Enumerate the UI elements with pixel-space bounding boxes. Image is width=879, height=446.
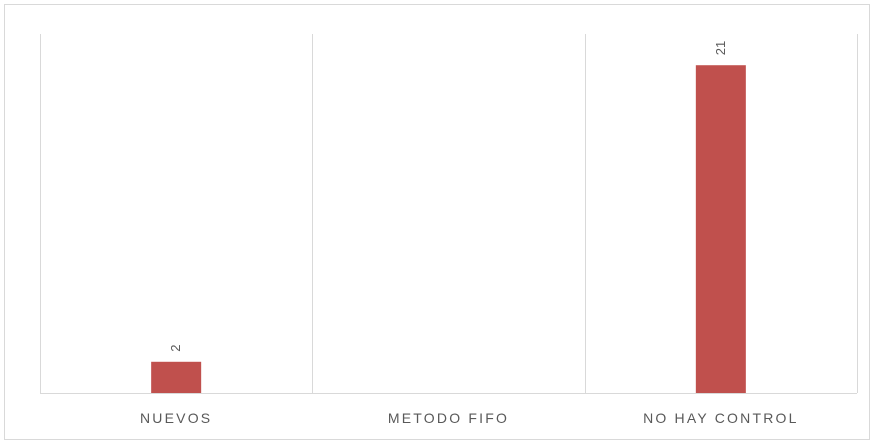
data-label: 2 bbox=[168, 345, 183, 352]
grid-lines bbox=[40, 34, 858, 393]
data-labels: 2 21 bbox=[168, 41, 728, 352]
bars bbox=[151, 65, 746, 393]
data-label: 21 bbox=[713, 41, 728, 55]
x-tick-label: NO HAY CONTROL bbox=[643, 410, 799, 426]
bar-no-hay-control bbox=[695, 65, 746, 393]
bar-nuevos bbox=[151, 361, 202, 393]
x-axis: NUEVOS METODO FIFO NO HAY CONTROL bbox=[40, 393, 857, 426]
x-tick-label: METODO FIFO bbox=[388, 410, 509, 426]
x-tick-label: NUEVOS bbox=[140, 410, 212, 426]
